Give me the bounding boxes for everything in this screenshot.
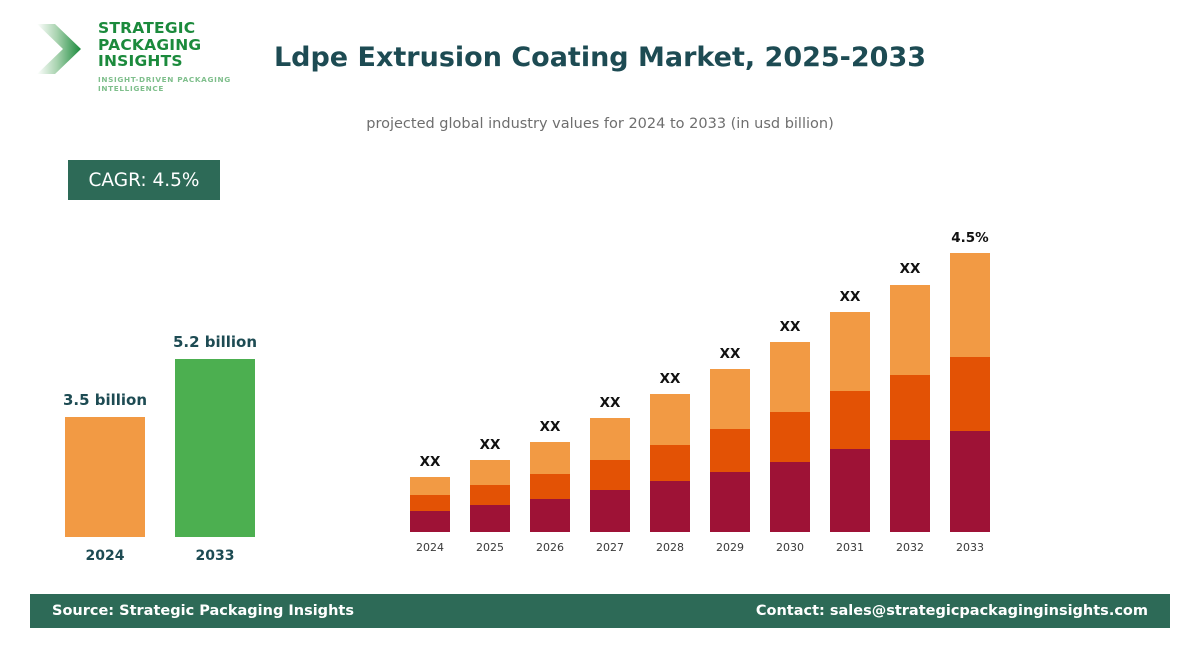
stacked-bar-segment xyxy=(650,481,690,532)
stacked-bar-label: XX xyxy=(419,454,441,470)
cagr-badge: CAGR: 4.5% xyxy=(68,160,220,200)
stacked-bar-segment xyxy=(950,357,990,432)
stacked-bar xyxy=(470,460,510,532)
chevron-right-icon xyxy=(37,24,81,74)
stacked-bar-segment xyxy=(470,505,510,532)
footer-bar: Source: Strategic Packaging Insights Con… xyxy=(30,594,1170,628)
logo-line-1: STRATEGIC xyxy=(98,19,196,37)
stacked-bar-segment xyxy=(470,484,510,506)
logo-tagline: INSIGHT-DRIVEN PACKAGING INTELLIGENCE xyxy=(98,75,231,94)
logo-wordmark: STRATEGIC PACKAGING INSIGHTS INSIGHT-DRI… xyxy=(98,20,260,93)
comparison-bar xyxy=(175,359,255,537)
footer-source: Source: Strategic Packaging Insights xyxy=(52,603,354,619)
stacked-bar-segment xyxy=(770,342,810,413)
stacked-column: XX 2026 xyxy=(520,195,580,560)
stacked-bar-segment xyxy=(590,418,630,461)
stacked-bar-segment xyxy=(950,431,990,532)
stacked-bar-year: 2032 xyxy=(896,541,924,554)
stacked-bar-segment xyxy=(770,412,810,463)
stacked-bar xyxy=(710,369,750,532)
stacked-column: XX 2029 xyxy=(700,195,760,560)
page-subtitle: projected global industry values for 202… xyxy=(366,116,834,132)
comparison-bar-chart: 3.5 billion 2024 5.2 billion 2033 xyxy=(55,300,285,570)
stacked-bar xyxy=(830,311,870,532)
stacked-column: XX 2032 xyxy=(880,195,940,560)
stacked-bar-segment xyxy=(410,510,450,532)
stacked-bar-year: 2028 xyxy=(656,541,684,554)
stacked-bar-label: XX xyxy=(779,319,801,335)
stacked-bar-year: 2033 xyxy=(956,541,984,554)
stacked-bar-segment xyxy=(890,439,930,532)
stacked-bar-segment xyxy=(830,311,870,392)
stacked-bar-segment xyxy=(830,448,870,532)
stacked-bar xyxy=(590,418,630,532)
comparison-bar-year: 2033 xyxy=(195,548,235,564)
comparison-bar-value: 5.2 billion xyxy=(172,333,258,351)
stacked-bar-segment xyxy=(890,374,930,440)
stacked-bar-year: 2029 xyxy=(716,541,744,554)
stacked-bar-year: 2031 xyxy=(836,541,864,554)
stacked-bar-year: 2024 xyxy=(416,541,444,554)
stacked-bar xyxy=(650,393,690,532)
comparison-column: 5.2 billion 2033 xyxy=(165,300,265,570)
stacked-bar xyxy=(410,477,450,532)
footer-contact: Contact: sales@strategicpackaginginsight… xyxy=(755,603,1148,619)
stacked-column: XX 2030 xyxy=(760,195,820,560)
comparison-column: 3.5 billion 2024 xyxy=(55,300,155,570)
stacked-column: XX 2027 xyxy=(580,195,640,560)
stacked-bar-label: XX xyxy=(659,371,681,387)
stacked-bar-chart: XX 2024 XX 2025 XX 2026 XX 2027 XX 2028 XX 2029 XX 20… xyxy=(400,195,1020,560)
stacked-bar-segment xyxy=(710,472,750,532)
stacked-bar xyxy=(950,253,990,532)
stacked-bar-label: XX xyxy=(599,395,621,411)
stacked-bar-segment xyxy=(710,429,750,472)
brand-logo: STRATEGIC PACKAGING INSIGHTS INSIGHT-DRI… xyxy=(30,18,260,93)
stacked-bar xyxy=(770,342,810,532)
stacked-bar-segment xyxy=(410,494,450,511)
stacked-bar xyxy=(530,442,570,532)
stacked-bar-year: 2030 xyxy=(776,541,804,554)
stacked-column: 4.5% 2033 xyxy=(940,195,1000,560)
stacked-bar xyxy=(890,284,930,532)
stacked-column: XX 2025 xyxy=(460,195,520,560)
stacked-bar-label: XX xyxy=(539,419,561,435)
stacked-bar-year: 2027 xyxy=(596,541,624,554)
stacked-bar-segment xyxy=(650,444,690,482)
stacked-bar-segment xyxy=(410,477,450,495)
comparison-bar-value: 3.5 billion xyxy=(62,391,148,409)
stacked-bar-segment xyxy=(830,391,870,449)
stacked-bar-label: XX xyxy=(839,289,861,305)
comparison-bar-year: 2024 xyxy=(85,548,125,564)
comparison-bar xyxy=(65,417,145,537)
stacked-bar-label: XX xyxy=(479,437,501,453)
stacked-bar-segment xyxy=(530,474,570,499)
stacked-bar-segment xyxy=(950,253,990,358)
stacked-bar-segment xyxy=(770,462,810,532)
stacked-bar-segment xyxy=(590,460,630,491)
stacked-bar-label: XX xyxy=(899,261,921,277)
stacked-column: XX 2028 xyxy=(640,195,700,560)
stacked-column: XX 2024 xyxy=(400,195,460,560)
stacked-bar-segment xyxy=(530,498,570,532)
stacked-bar-year: 2026 xyxy=(536,541,564,554)
stacked-bar-label: XX xyxy=(719,346,741,362)
stacked-bar-segment xyxy=(530,442,570,475)
stacked-bar-year: 2025 xyxy=(476,541,504,554)
logo-line-2: PACKAGING INSIGHTS xyxy=(98,35,202,71)
stacked-bar-segment xyxy=(710,369,750,430)
stacked-bar-label: 4.5% xyxy=(951,230,989,246)
stacked-bar-segment xyxy=(650,393,690,445)
stacked-bar-segment xyxy=(590,490,630,532)
stacked-bar-segment xyxy=(890,284,930,375)
page-title: Ldpe Extrusion Coating Market, 2025-2033 xyxy=(273,42,927,73)
stacked-column: XX 2031 xyxy=(820,195,880,560)
stacked-bar-segment xyxy=(470,460,510,485)
